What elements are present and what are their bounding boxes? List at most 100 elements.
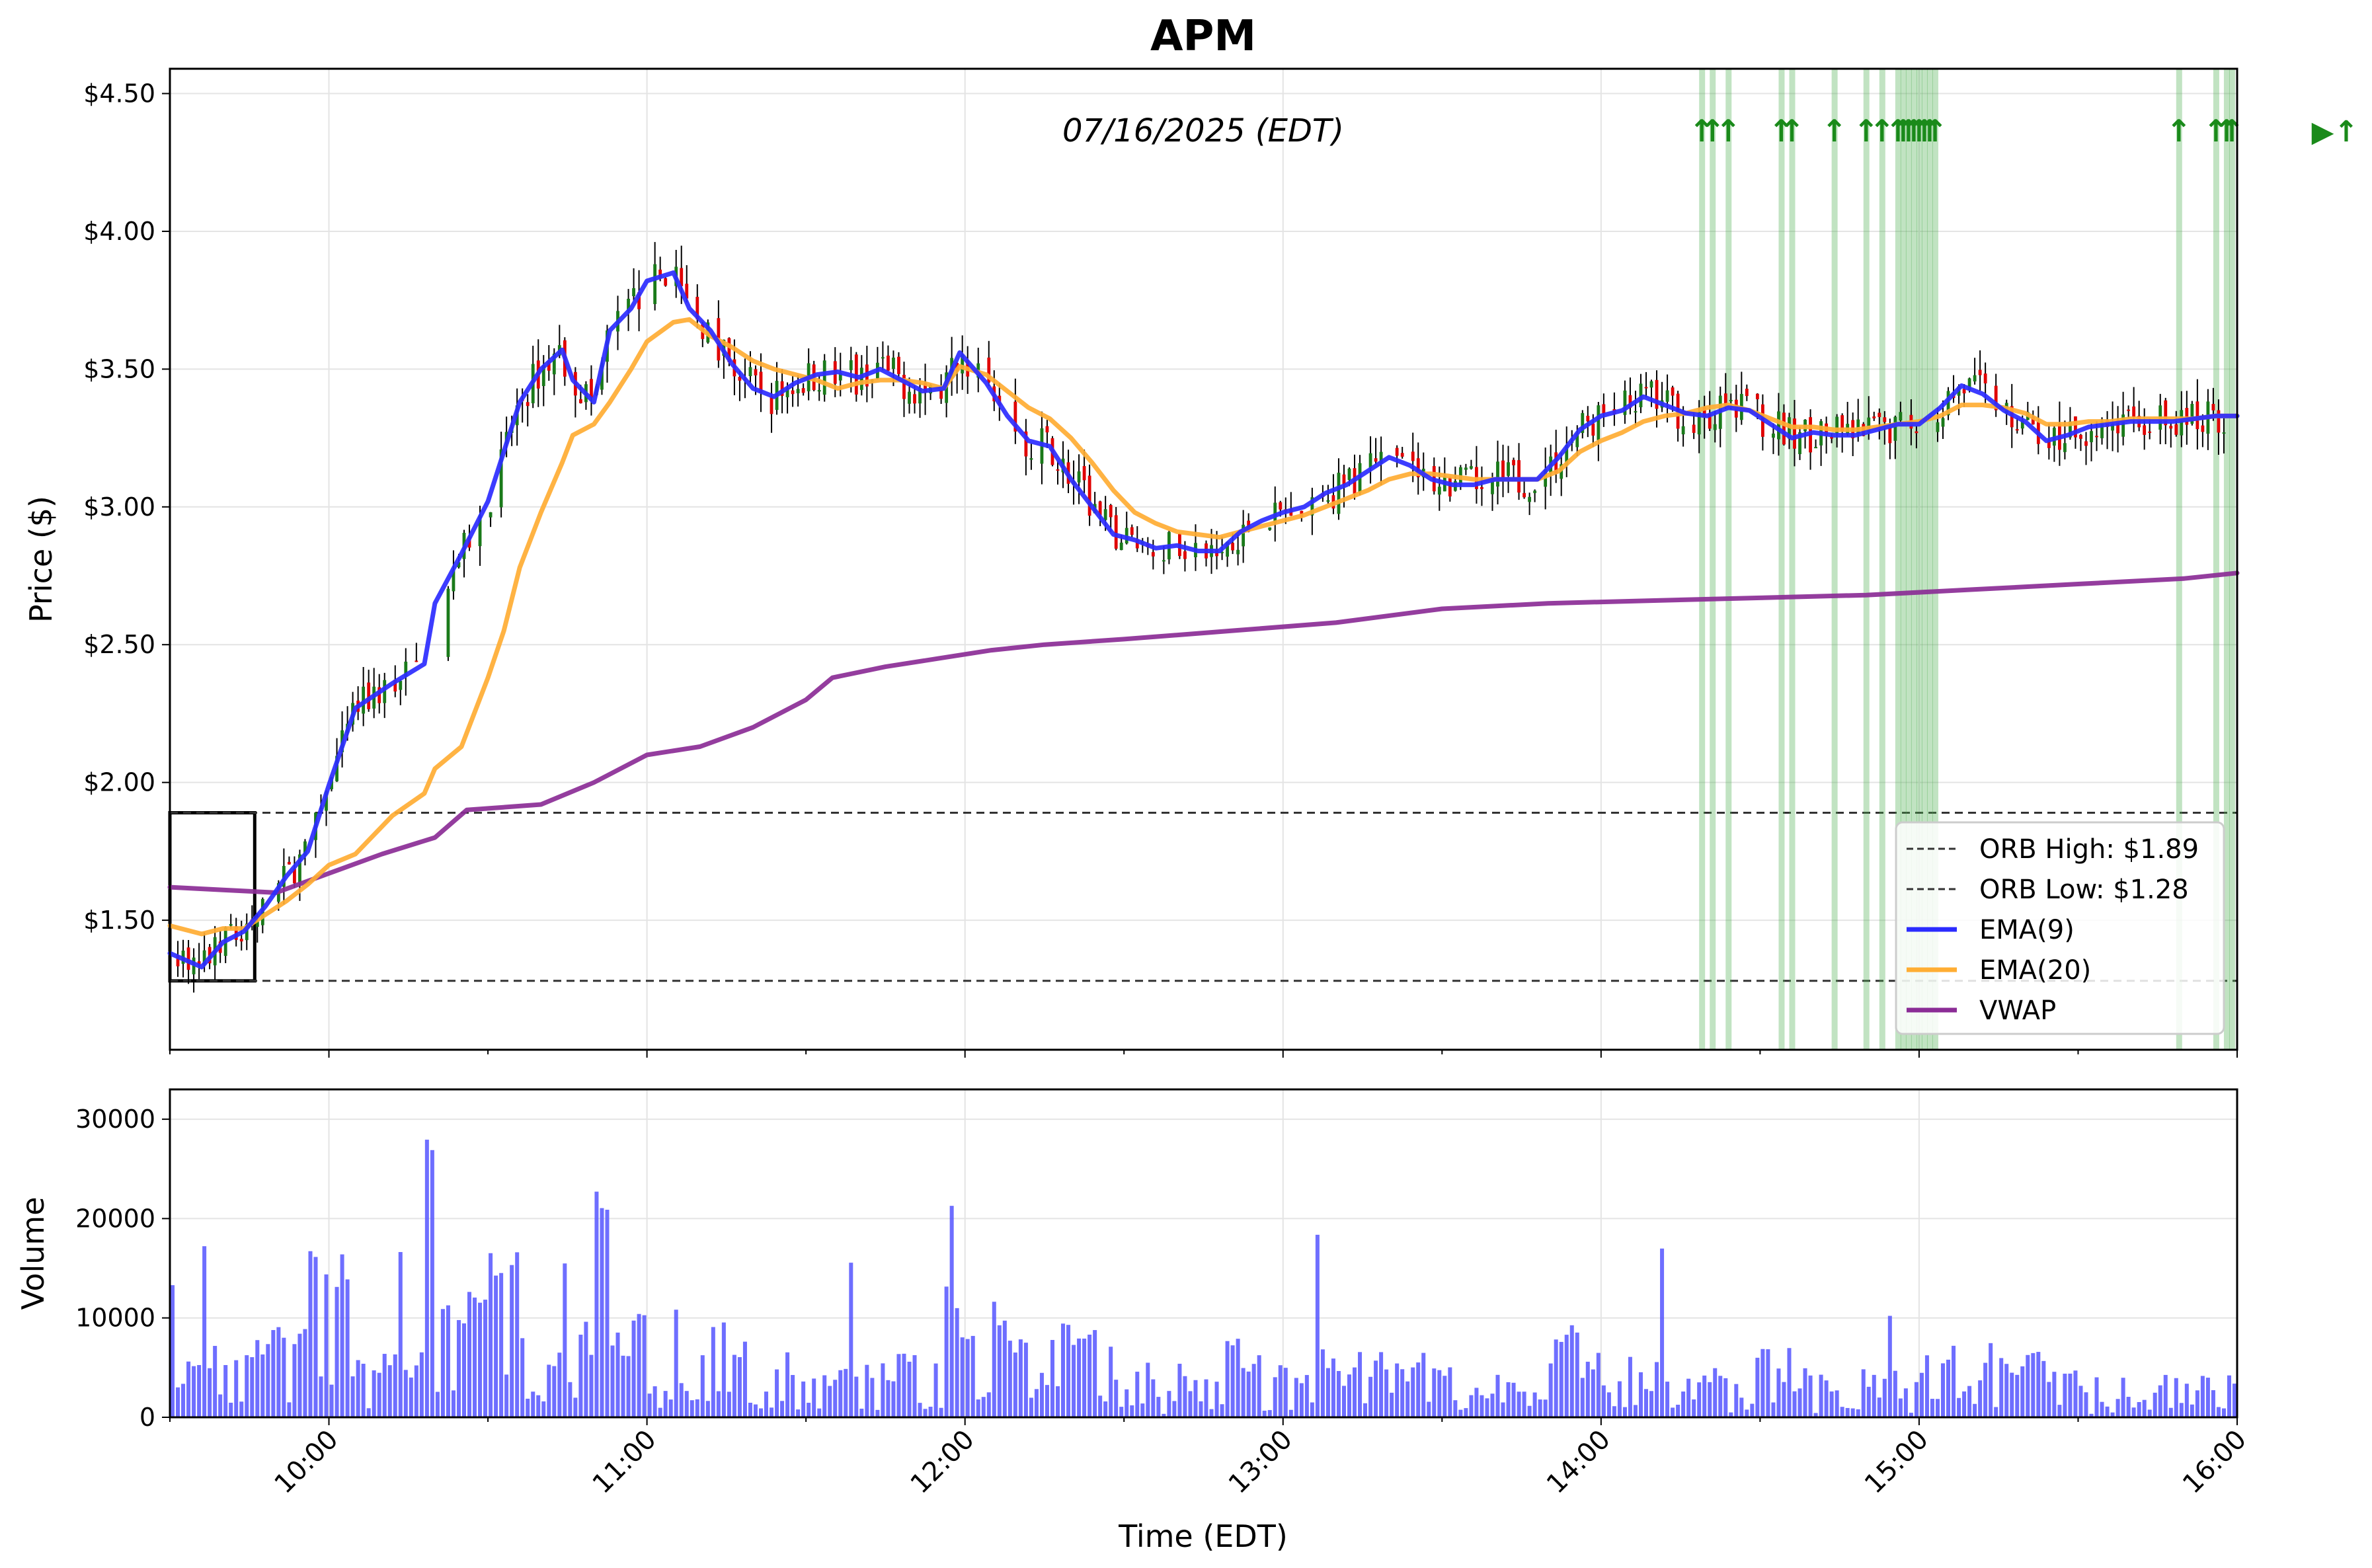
date-label: 07/16/2025 (EDT) [1062,112,1344,149]
volume-bar [1093,1330,1097,1417]
volume-bar [1188,1391,1193,1417]
volume-bar [796,1409,801,1417]
volume-bar [1400,1369,1405,1417]
volume-bar [403,1370,408,1417]
candle-body-up [961,354,965,373]
volume-bar [589,1354,594,1417]
candle-body-up [1242,524,1245,547]
candle-body-down [186,947,190,970]
volume-bar [1978,1380,1983,1417]
volume-y-tick-label: 30000 [75,1105,155,1134]
signal-band [2176,69,2182,1050]
volume-bar [970,1335,975,1417]
candle-body-down [2217,410,2221,433]
volume-bar [1162,1413,1166,1417]
volume-bar [753,1404,758,1417]
candle-body-down [1231,543,1235,551]
volume-bar [171,1285,175,1417]
candle-body-up [1634,411,1638,412]
volume-bar [393,1354,397,1417]
candle-body-down [2127,409,2131,411]
volume-bar [1315,1234,1320,1417]
volume-bar [605,1210,610,1417]
volume-bar [2195,1390,2199,1417]
volume-bar [2216,1407,2221,1417]
signal-band [1895,69,1901,1050]
legend-label-orb-low: ORB Low: $1.28 [1979,875,2189,905]
candle-body-up [1565,445,1569,466]
candle-body-down [1087,475,1091,516]
volume-bar [223,1365,228,1417]
volume-bar [1098,1395,1103,1417]
candle-body-up [229,923,233,926]
candle-body-up [1273,502,1277,523]
volume-bar [319,1376,323,1417]
candle-body-up [1867,417,1871,432]
candle-body-down [1782,412,1786,445]
volume-bar [260,1354,265,1417]
candle-body-up [202,950,206,965]
candle-body-down [727,338,731,363]
volume-bar [1167,1391,1171,1417]
signal-band [1911,69,1917,1050]
volume-bar [1363,1403,1368,1417]
volume-bar [1087,1334,1092,1417]
volume-bar [398,1252,403,1417]
volume-bar [186,1361,191,1417]
legend-entry-orb-low: ORB Low: $1.28 [1907,875,2189,905]
volume-bar [923,1409,928,1417]
candle-body-down [1395,448,1399,456]
candle-body-down [2084,441,2088,446]
signal-band [1916,69,1922,1050]
volume-bar [2232,1384,2236,1417]
candle-body-down [791,390,795,395]
candle-body-down [176,955,180,966]
candle-body-down [1983,373,1987,383]
candle-body-down [1840,415,1844,432]
candle-body-down [1994,385,1998,411]
volume-bar [250,1357,255,1417]
volume-bar [1103,1401,1108,1417]
volume-bar [271,1330,276,1417]
volume-bar [711,1327,715,1417]
candle-body-up [383,680,387,703]
volume-bar [2221,1408,2226,1417]
candle-body-up [1326,500,1330,502]
volume-bar [1946,1359,1951,1417]
volume-bar [822,1375,827,1417]
volume-bar [313,1257,318,1417]
volume-bar [626,1356,631,1417]
volume-bar [1283,1368,1288,1417]
volume-bar [2084,1392,2088,1417]
volume-bar [229,1402,233,1417]
price-y-tick-label: $4.00 [83,217,155,246]
signal-band [1863,69,1870,1050]
volume-bar [1760,1349,1765,1417]
candle-body-down [1130,527,1134,535]
signal-arrow: ↑ [1907,113,1932,149]
volume-y-axis-label: Volume [15,1196,51,1310]
candle-body-up [1946,391,1950,416]
volume-bar [1416,1362,1421,1417]
signal-band [1778,69,1785,1050]
volume-bar [621,1355,625,1417]
volume-bar [1861,1369,1866,1417]
volume-bar [568,1382,573,1417]
candle-body-up [1220,551,1224,553]
candle-body-down [2015,429,2019,431]
signal-arrow: ↑ [1922,113,1948,149]
volume-bar [1151,1379,1156,1417]
candle-body-up [1528,496,1532,502]
volume-bar [366,1408,371,1417]
volume-bar [202,1246,207,1417]
candle-body-up [2090,431,2093,442]
volume-bar [748,1403,752,1417]
candle-body-up [1496,461,1499,487]
candle-body-up [2069,421,2072,438]
candle-body-down [1962,389,1966,394]
volume-bar [1803,1368,1807,1417]
volume-bar [1903,1388,1908,1417]
volume-bar [1177,1364,1182,1417]
volume-bar [1649,1391,1654,1417]
